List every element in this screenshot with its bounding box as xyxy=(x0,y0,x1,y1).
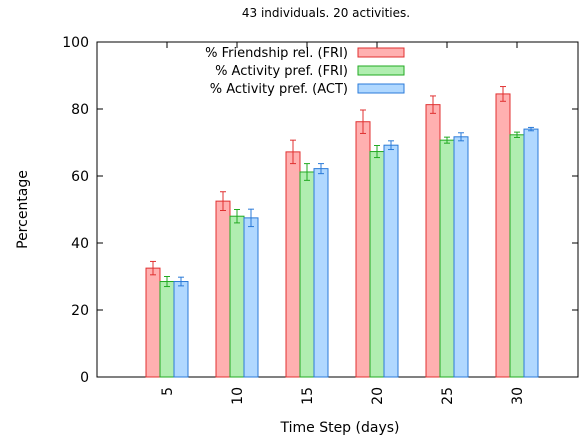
bar xyxy=(145,267,161,378)
bar xyxy=(369,151,385,378)
bar xyxy=(439,139,455,378)
legend-swatch xyxy=(357,83,405,94)
bar xyxy=(509,134,525,378)
bar xyxy=(313,168,329,378)
legend-item: % Activity pref. (FRI) xyxy=(215,64,405,79)
bar xyxy=(215,200,231,378)
x-tick-label: 10 xyxy=(230,387,246,405)
series-2 xyxy=(173,126,539,378)
bar xyxy=(495,93,511,378)
legend-label: % Friendship rel. (FRI) xyxy=(205,46,348,61)
y-axis: 0 20 40 60 80 100 xyxy=(62,35,578,386)
bar xyxy=(299,171,315,378)
bar xyxy=(173,281,189,378)
bar xyxy=(523,128,539,378)
legend-swatch xyxy=(357,47,405,58)
bar xyxy=(285,151,301,378)
y-tick-label: 100 xyxy=(62,35,89,51)
series-0 xyxy=(145,86,511,378)
legend: % Friendship rel. (FRI) % Activity pref. … xyxy=(205,46,405,97)
bar xyxy=(243,217,259,378)
bar xyxy=(229,215,245,378)
x-tick-label: 30 xyxy=(510,387,526,405)
x-axis-label: Time Step (days) xyxy=(279,420,399,436)
legend-label: % Activity pref. (ACT) xyxy=(210,82,348,97)
bar xyxy=(453,136,469,378)
legend-item: % Activity pref. (ACT) xyxy=(210,82,405,97)
x-tick-label: 20 xyxy=(370,387,386,405)
x-tick-label: 15 xyxy=(300,387,316,405)
bar xyxy=(425,104,441,378)
legend-label: % Activity pref. (FRI) xyxy=(215,64,348,79)
plot-frame xyxy=(96,41,579,378)
legend-swatch xyxy=(357,65,405,76)
bars xyxy=(145,86,539,378)
plot-area xyxy=(96,41,579,378)
x-tick-label: 5 xyxy=(160,387,176,396)
y-tick-label: 80 xyxy=(71,102,89,118)
y-tick-label: 0 xyxy=(80,370,89,386)
y-tick-label: 40 xyxy=(71,236,89,252)
legend-item: % Friendship rel. (FRI) xyxy=(205,46,405,61)
y-tick-label: 20 xyxy=(71,303,89,319)
y-tick-label: 60 xyxy=(71,169,89,185)
x-tick-label: 25 xyxy=(440,387,456,405)
bar xyxy=(355,121,371,378)
bar xyxy=(383,144,399,378)
series-1 xyxy=(159,131,525,378)
chart-title: 43 individuals. 20 activities. xyxy=(242,6,410,20)
y-axis-label: Percentage xyxy=(15,170,31,249)
bar xyxy=(159,281,175,378)
